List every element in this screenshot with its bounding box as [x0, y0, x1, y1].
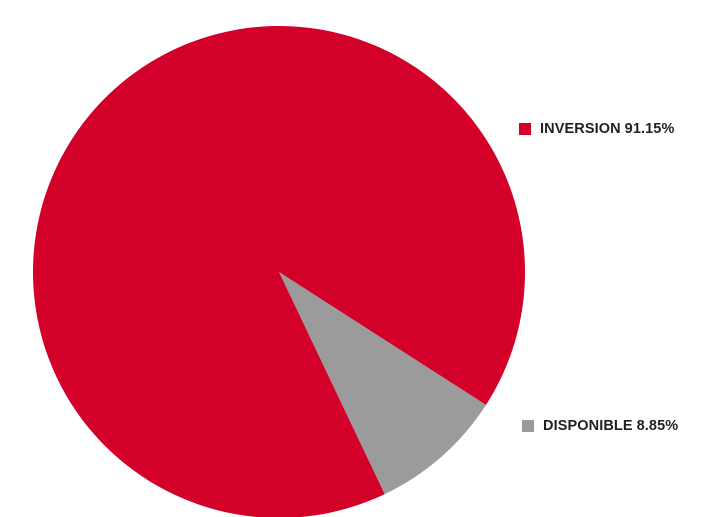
legend-label-inversion: INVERSION 91.15% — [540, 121, 674, 137]
legend-item-disponible: DISPONIBLE 8.85% — [522, 418, 678, 434]
legend-label-disponible: DISPONIBLE 8.85% — [543, 418, 678, 434]
legend-swatch-disponible — [522, 420, 534, 432]
legend-swatch-inversion — [519, 123, 531, 135]
legend-name-disponible: DISPONIBLE — [543, 418, 633, 434]
pie-slice-inversion — [32, 26, 525, 517]
legend-value-disponible: 8.85% — [636, 418, 679, 434]
legend-item-inversion: INVERSION 91.15% — [519, 121, 674, 137]
legend-name-inversion: INVERSION — [540, 121, 621, 137]
pie-slice-disponible — [279, 272, 487, 495]
legend-value-inversion: 91.15% — [624, 121, 675, 137]
